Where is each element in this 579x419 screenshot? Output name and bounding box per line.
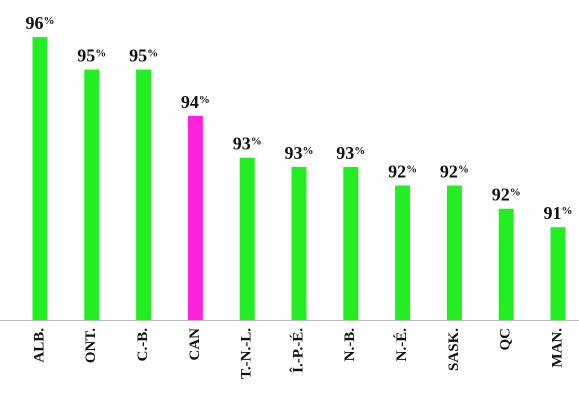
value-label: 94% <box>181 92 210 112</box>
bar <box>550 227 566 320</box>
x-tick-label: Î.-P.-É. <box>289 328 306 373</box>
x-tick-label: T.-N.-L. <box>239 328 255 379</box>
value-label: 95% <box>77 46 106 66</box>
value-label: 93% <box>285 143 314 163</box>
x-tick-label: QC <box>498 328 514 351</box>
x-tick-label: ONT. <box>83 328 99 363</box>
value-label: 92% <box>388 162 417 182</box>
bar <box>239 157 255 320</box>
x-tick-label: ALB. <box>31 328 47 363</box>
bar <box>84 69 100 320</box>
value-label: 96% <box>26 13 55 33</box>
x-tick-label: N.-É. <box>393 328 410 362</box>
value-label: 92% <box>492 185 521 205</box>
bar <box>32 37 48 321</box>
value-label: 93% <box>233 134 262 154</box>
bar <box>136 69 152 320</box>
bar <box>446 185 462 320</box>
x-tick-label: SASK. <box>446 328 462 371</box>
value-label: 91% <box>544 203 573 223</box>
bar <box>395 185 411 320</box>
x-tick-label: N.-B. <box>342 328 358 362</box>
x-tick-label: MAN. <box>549 328 565 368</box>
value-label: 95% <box>129 46 158 66</box>
x-tick-label: CAN <box>187 328 203 361</box>
value-label: 92% <box>440 162 469 182</box>
bar <box>291 166 307 320</box>
bar <box>498 208 514 320</box>
bar <box>343 166 359 320</box>
value-label: 93% <box>336 143 365 163</box>
bar <box>187 115 203 320</box>
x-tick-label: C.-B. <box>135 328 151 362</box>
